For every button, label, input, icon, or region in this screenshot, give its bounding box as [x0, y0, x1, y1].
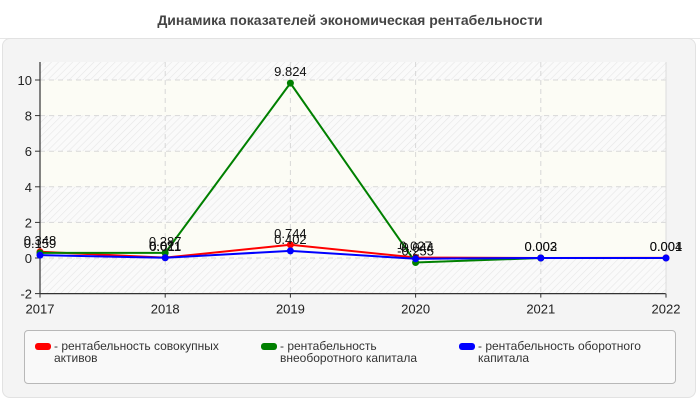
- svg-text:2019: 2019: [276, 302, 305, 317]
- svg-text:-0.255: -0.255: [397, 244, 434, 259]
- legend-swatch-blue: [459, 343, 475, 350]
- svg-text:0.004: 0.004: [650, 239, 683, 254]
- legend-label: - рентабельность совокупных активов: [54, 339, 219, 365]
- svg-text:10: 10: [18, 73, 32, 88]
- svg-text:0.744: 0.744: [274, 226, 307, 241]
- svg-text:0.001: 0.001: [650, 239, 683, 254]
- svg-text:0.348: 0.348: [24, 233, 57, 248]
- legend-label: - рентабельность внеоборотного капитала: [280, 339, 417, 365]
- svg-text:0.027: 0.027: [399, 239, 432, 254]
- svg-text:2: 2: [25, 215, 32, 230]
- svg-text:6: 6: [25, 144, 32, 159]
- svg-text:9.824: 9.824: [274, 64, 307, 79]
- svg-text:8: 8: [25, 109, 32, 124]
- svg-text:2021: 2021: [526, 302, 555, 317]
- svg-text:-2: -2: [20, 287, 32, 302]
- svg-text:0.287: 0.287: [149, 234, 182, 249]
- legend-label: - рентабельность оборотного капитала: [478, 339, 641, 365]
- svg-text:-0.044: -0.044: [397, 240, 434, 255]
- legend: - рентабельность совокупных активов - ре…: [24, 330, 676, 384]
- legend-item-total-assets: - рентабельность совокупных активов: [35, 340, 234, 364]
- svg-text:0.011: 0.011: [149, 239, 181, 254]
- data-labels: 0.348 0.021 0.744 0.027 0.003 0.004 0.287 9.824…: [24, 64, 683, 258]
- legend-swatch-red: [35, 343, 51, 350]
- svg-text:2022: 2022: [652, 302, 681, 317]
- svg-text:0: 0: [25, 251, 32, 266]
- svg-text:2020: 2020: [401, 302, 430, 317]
- svg-text:0.159: 0.159: [24, 236, 57, 251]
- legend-swatch-green: [261, 343, 277, 350]
- svg-text:0.021: 0.021: [149, 239, 182, 254]
- legend-item-noncurrent-capital: - рентабельность внеоборотного капитала: [261, 340, 445, 364]
- series-lines: [36, 79, 670, 267]
- svg-text:0.402: 0.402: [274, 232, 307, 247]
- svg-text:0.002: 0.002: [525, 239, 558, 254]
- svg-text:2017: 2017: [26, 302, 55, 317]
- svg-text:4: 4: [25, 180, 32, 195]
- svg-text:0.003: 0.003: [525, 239, 558, 254]
- svg-text:2018: 2018: [151, 302, 180, 317]
- legend-item-working-capital: - рентабельность оборотного капитала: [459, 340, 668, 364]
